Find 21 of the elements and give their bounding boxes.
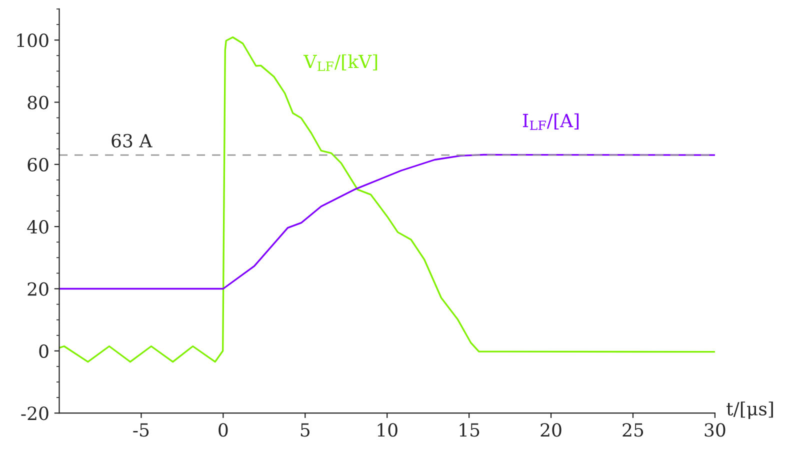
series-label: I$_{LF}$/[A] (522, 113, 579, 130)
line-series (59, 36, 715, 363)
line-series (59, 154, 715, 290)
y-tick-label: 100 (17, 34, 48, 48)
y-tick-label: 0 (39, 344, 48, 358)
x-tick-label: 0 (218, 423, 228, 437)
series-label: V$_{LF}$/[kV] (303, 54, 378, 71)
x-tick-label: 20 (540, 423, 562, 437)
y-tick-label: -20 (21, 406, 48, 420)
y-tick-label: 60 (28, 158, 48, 172)
x-tick-label: 10 (378, 423, 398, 437)
ref-line-label: 63 A (112, 134, 152, 148)
x-axis-title: t/[μs] (726, 402, 773, 420)
y-tick-label: 40 (27, 220, 48, 234)
x-tick-label: 25 (622, 423, 644, 437)
x-tick-label: 5 (300, 423, 310, 437)
x-tick-label: -5 (133, 423, 149, 437)
y-tick-label: 80 (28, 96, 48, 110)
x-tick-label: 15 (460, 423, 480, 437)
x-tick-label: 30 (704, 423, 726, 437)
y-tick-label: 20 (28, 282, 48, 296)
